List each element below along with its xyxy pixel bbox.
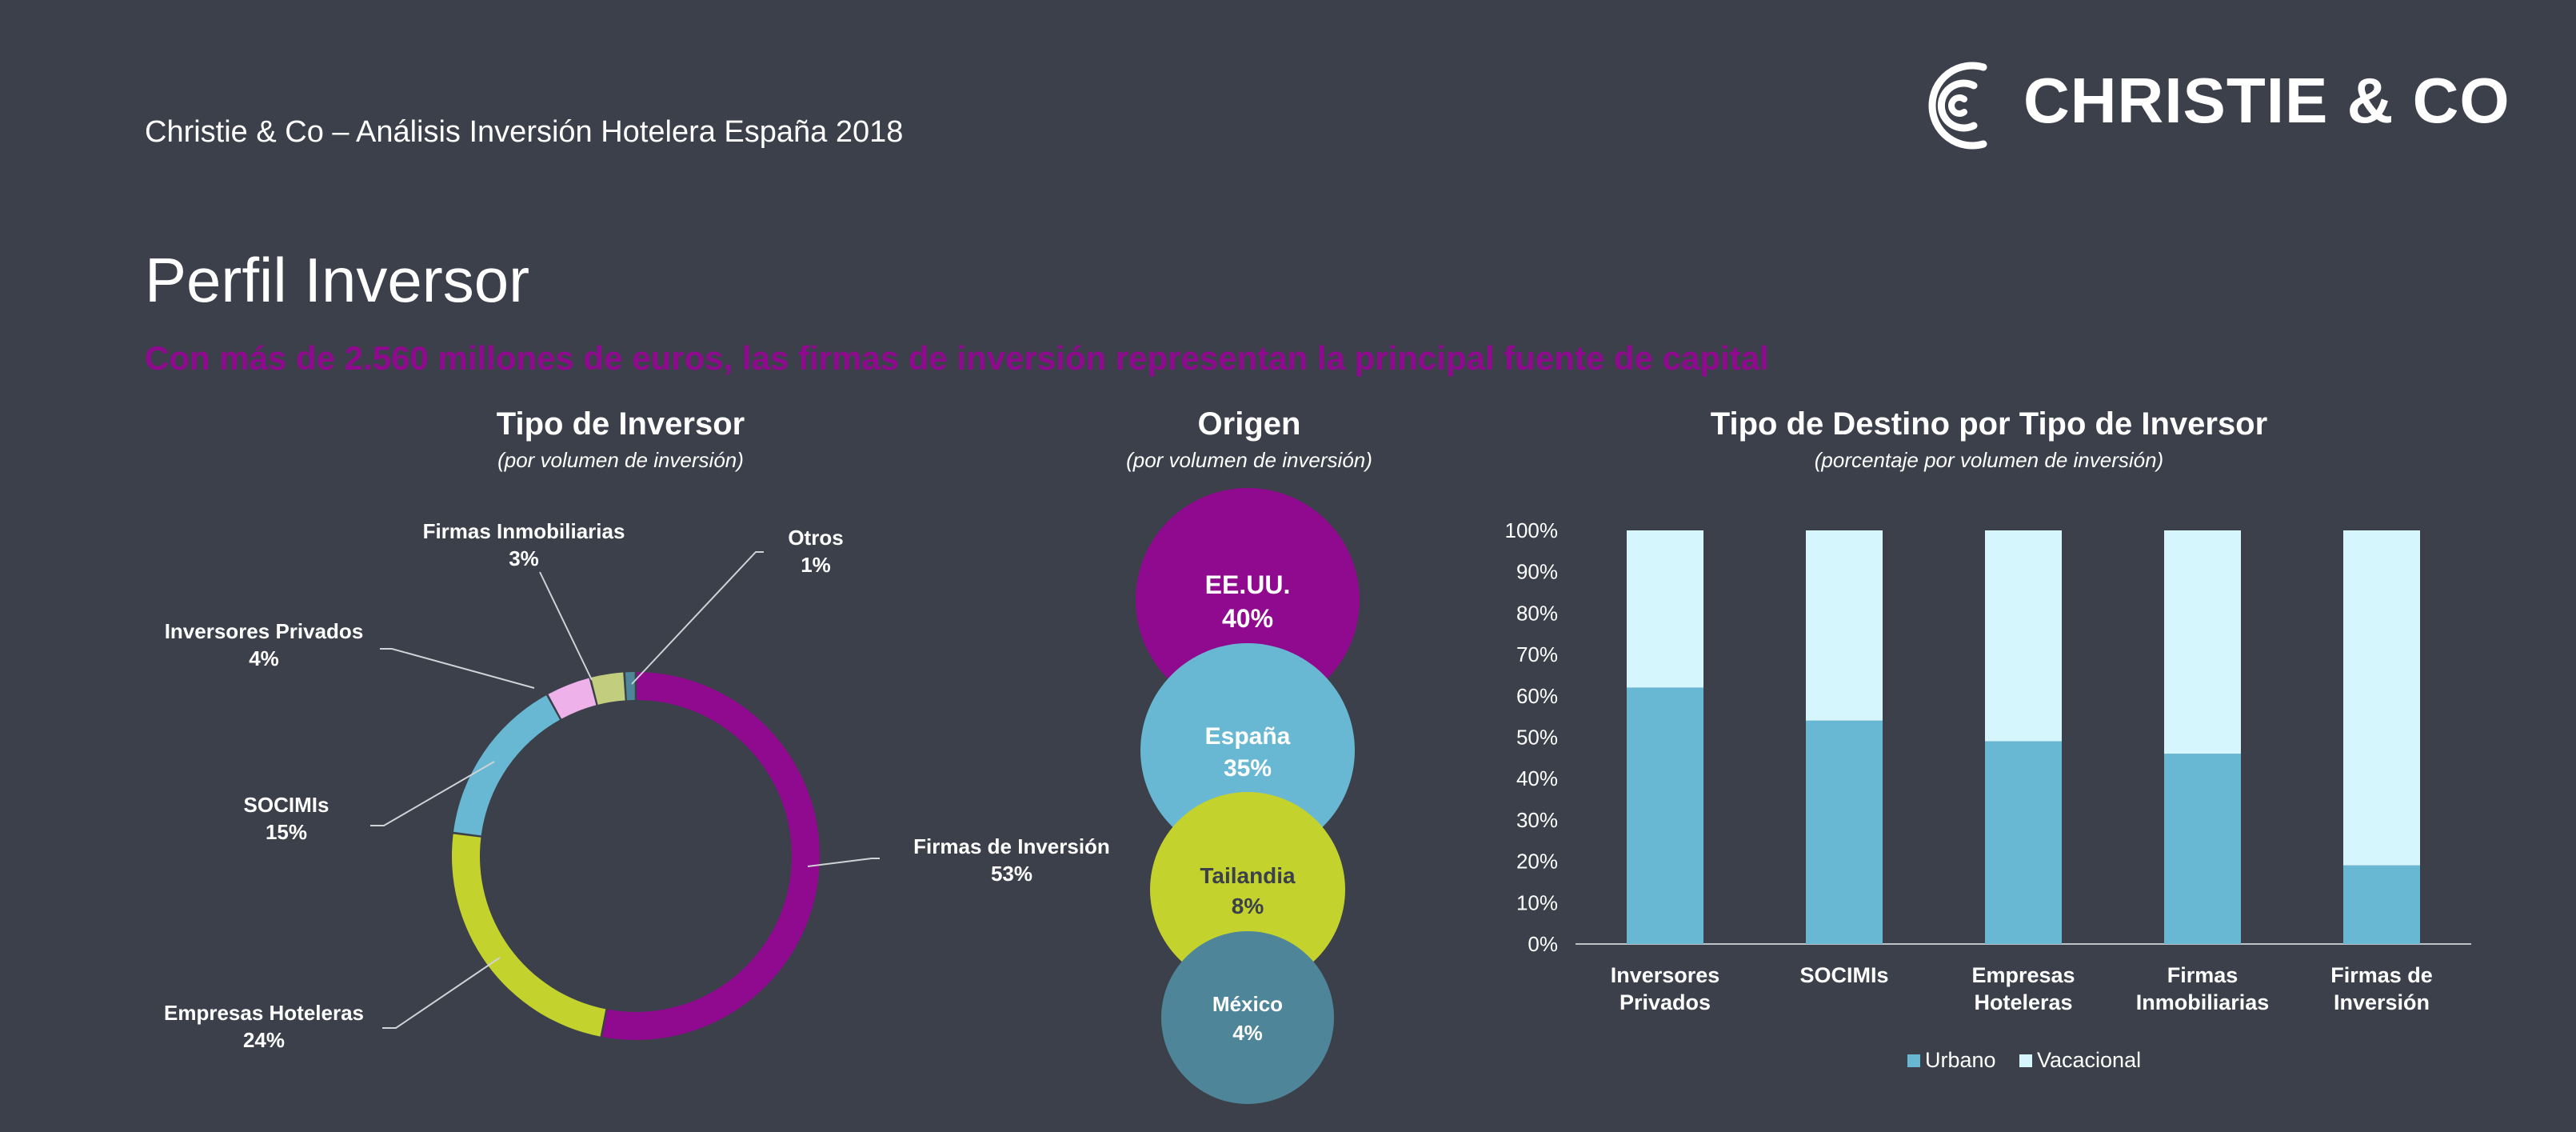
page-title: Perfil Inversor xyxy=(145,245,530,315)
donut-leader-line xyxy=(539,571,593,681)
donut-slice-label: Empresas Hoteleras xyxy=(164,1001,364,1025)
x-category-label: Inversores xyxy=(1611,963,1720,987)
donut-slice-5 xyxy=(625,672,635,701)
x-category-label: Inversión xyxy=(2334,990,2430,1014)
logo-mark-icon xyxy=(1928,62,1987,150)
donut-leader-line xyxy=(807,858,880,867)
bar-segment-urbano xyxy=(2164,754,2241,944)
bar-segment-urbano xyxy=(2343,865,2420,944)
donut-chart: Firmas de Inversión 53% Empresas Hoteleras… xyxy=(164,519,1110,1052)
x-category-label: Hoteleras xyxy=(1974,990,2072,1014)
y-tick-label: 10% xyxy=(1516,890,1558,914)
bar-chart-subtitle: (porcentaje por volumen de inversión) xyxy=(1814,448,2164,472)
donut-leader-line xyxy=(380,648,535,689)
bar-chart-title: Tipo de Destino por Tipo de Inversor xyxy=(1710,406,2268,442)
y-tick-label: 100% xyxy=(1505,518,1559,542)
legend-label: Urbano xyxy=(1925,1048,1996,1072)
donut-slice-value: 3% xyxy=(509,546,539,570)
donut-chart-title: Tipo de Inversor xyxy=(496,406,745,442)
donut-slice-label: SOCIMIs xyxy=(244,793,329,817)
page-subtitle: Con más de 2.560 millones de euros, las … xyxy=(145,339,1769,377)
donut-slice-label: Firmas Inmobiliarias xyxy=(423,519,625,543)
x-category-label: SOCIMIs xyxy=(1799,963,1888,987)
y-tick-label: 0% xyxy=(1528,932,1558,956)
x-category-label: Empresas xyxy=(1971,963,2075,987)
donut-leader-line xyxy=(631,551,764,685)
x-category-label: Firmas de xyxy=(2330,963,2433,987)
bubble-value: 4% xyxy=(1232,1021,1263,1045)
stacked-bar-chart: 0% 10% 20% 30% 40% 50% 60% 70% 80% 90% 100% Inverso… xyxy=(1505,518,2471,1072)
bubble-3 xyxy=(1161,931,1334,1104)
donut-slice-value: 15% xyxy=(266,820,307,844)
bubble-0 xyxy=(1136,488,1360,712)
christie-logo: CHRISTIE & CO xyxy=(1903,50,2511,162)
legend-swatch xyxy=(1907,1054,1920,1067)
bubble-2 xyxy=(1150,792,1345,987)
bubble-value: 8% xyxy=(1232,894,1264,918)
donut-leader-line xyxy=(382,957,501,1029)
bubble-value: 35% xyxy=(1224,755,1272,782)
bubble-label: Tailandia xyxy=(1200,863,1296,888)
donut-slice-4 xyxy=(591,672,625,705)
donut-slice-value: 24% xyxy=(243,1028,285,1052)
donut-slice-value: 4% xyxy=(249,646,279,670)
x-category-label: Firmas xyxy=(2167,963,2239,987)
x-category-label: Privados xyxy=(1619,990,1711,1014)
x-category-label: Inmobiliarias xyxy=(2136,990,2270,1014)
bubble-label: México xyxy=(1212,992,1283,1016)
legend-swatch xyxy=(2019,1054,2032,1067)
donut-leader-line xyxy=(370,761,495,826)
bar-segment-vacacional xyxy=(1985,530,2062,742)
y-tick-label: 60% xyxy=(1516,684,1558,708)
donut-chart-subtitle: (por volumen de inversión) xyxy=(497,448,744,472)
bar-segment-vacacional xyxy=(2164,530,2241,754)
bubble-1 xyxy=(1140,643,1355,858)
bar-segment-vacacional xyxy=(1627,530,1703,688)
logo-text: CHRISTIE & CO xyxy=(2023,65,2510,136)
bubble-value: 40% xyxy=(1222,604,1273,633)
bar-segment-urbano xyxy=(1627,687,1703,944)
donut-slice-3 xyxy=(548,678,597,719)
y-tick-label: 40% xyxy=(1516,766,1558,790)
bubble-label: EE.UU. xyxy=(1205,570,1291,599)
y-tick-label: 50% xyxy=(1516,726,1558,750)
y-tick-label: 80% xyxy=(1516,601,1558,625)
y-tick-label: 70% xyxy=(1516,642,1558,666)
donut-slice-label: Otros xyxy=(788,526,843,550)
donut-slice-label: Inversores Privados xyxy=(165,619,364,643)
bar-segment-vacacional xyxy=(1806,530,1883,721)
legend-label: Vacacional xyxy=(2037,1048,2141,1072)
donut-slice-value: 1% xyxy=(801,553,831,577)
bubble-chart-title: Origen xyxy=(1197,406,1301,442)
donut-slice-0 xyxy=(602,672,820,1040)
bar-segment-urbano xyxy=(1985,741,2062,944)
document-title: Christie & Co – Análisis Inversión Hotel… xyxy=(145,115,904,149)
y-tick-label: 30% xyxy=(1516,808,1558,832)
y-tick-label: 90% xyxy=(1516,560,1558,584)
bubble-chart-subtitle: (por volumen de inversión) xyxy=(1126,448,1372,472)
y-tick-label: 20% xyxy=(1516,850,1558,874)
donut-slice-value: 53% xyxy=(991,862,1032,886)
donut-slice-label: Firmas de Inversión xyxy=(913,834,1110,858)
bar-segment-urbano xyxy=(1806,720,1883,944)
donut-slice-2 xyxy=(453,695,561,836)
bubble-chart: EE.UU. 40% España 35% Tailandia 8% México 4% xyxy=(1136,488,1360,1104)
bar-segment-vacacional xyxy=(2343,530,2420,866)
bubble-label: España xyxy=(1205,723,1291,750)
donut-slice-1 xyxy=(451,834,606,1037)
